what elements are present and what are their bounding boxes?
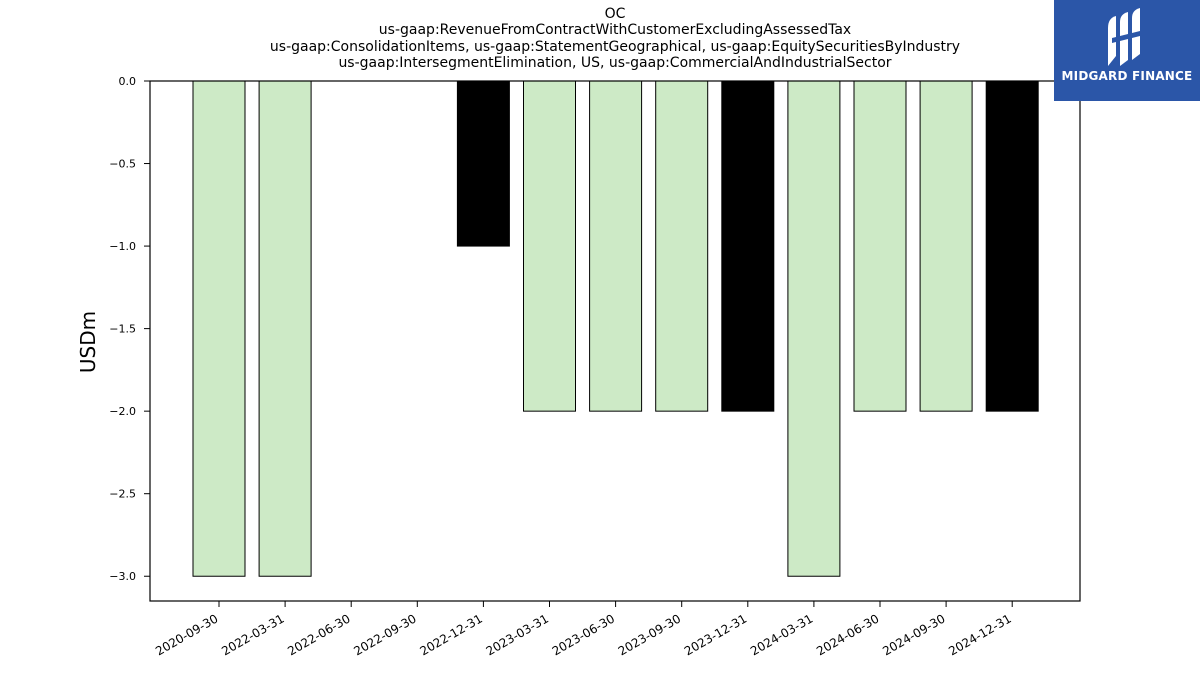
chart-title-line-1: OC [604,6,626,22]
chart-title-line-3: us-gaap:ConsolidationItems, us-gaap:Stat… [269,38,961,55]
bar-2020-09-30 [192,80,246,577]
logo-text: MIDGARD FINANCE [1061,69,1193,83]
midgard-finance-logo: MIDGARD FINANCE [1054,0,1200,101]
x-tick-label: 2024-03-31 [748,611,815,658]
y-tick-label: 0.0 [119,75,137,88]
bar-2023-09-30 [655,80,709,412]
chart-title: OC us-gaap:RevenueFromContractWithCustom… [150,6,1080,71]
x-tick-label: 2023-12-31 [682,611,749,658]
y-tick-label: −1.5 [109,323,136,336]
x-tick-label: 2023-03-31 [484,611,551,658]
midgard-logo-icon [1108,8,1144,66]
y-tick-label: −2.0 [109,405,136,418]
y-tick-label: −0.5 [109,158,136,171]
x-tick-label: 2022-06-30 [285,611,352,658]
bar-2023-03-31 [523,80,576,412]
x-tick-label: 2020-09-30 [153,611,220,658]
bar-2022-12-31 [456,80,510,247]
bar-2023-06-30 [589,80,643,412]
y-tick-label: −3.0 [109,570,136,583]
x-tick-label: 2024-09-30 [880,611,947,658]
bar-2024-09-30 [919,80,973,412]
y-tick-label: −2.5 [109,488,136,501]
x-tick-label: 2022-12-31 [417,611,484,658]
bar-2024-03-31 [787,80,841,577]
bar-2022-03-31 [258,80,312,577]
plot-frame [149,80,1081,602]
x-tick-label: 2023-06-30 [550,611,617,658]
x-tick-label: 2023-09-30 [616,611,683,658]
bar-2023-12-31 [721,80,775,412]
bar-2024-06-30 [853,80,907,412]
x-tick-label: 2022-09-30 [351,611,418,658]
y-tick-label: −1.0 [109,240,136,253]
chart-title-line-2: us-gaap:RevenueFromContractWithCustomerE… [378,22,852,39]
x-tick-label: 2024-12-31 [946,611,1013,658]
x-tick-label: 2024-06-30 [814,611,881,658]
x-tick-label: 2022-03-31 [219,611,286,658]
bar-2024-12-31 [985,80,1039,412]
chart-title-line-4: us-gaap:IntersegmentElimination, US, us-… [338,54,892,71]
bars-layer [192,80,1039,577]
y-axis-label: USDm [76,311,100,373]
